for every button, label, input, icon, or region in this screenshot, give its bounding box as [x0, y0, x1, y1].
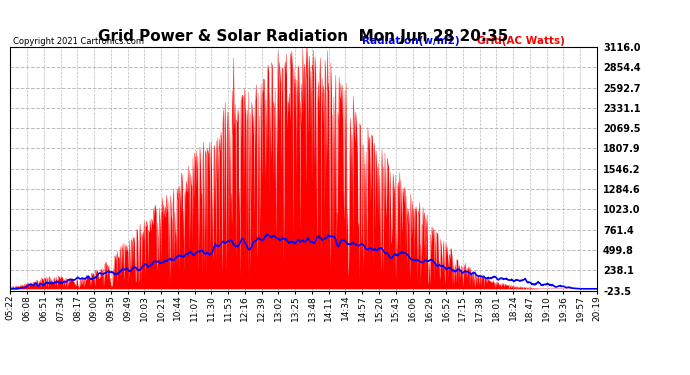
Text: Radiation(w/m2): Radiation(w/m2) [362, 36, 460, 46]
Text: Copyright 2021 Cartronics.com: Copyright 2021 Cartronics.com [13, 37, 144, 46]
Title: Grid Power & Solar Radiation  Mon Jun 28 20:35: Grid Power & Solar Radiation Mon Jun 28 … [99, 29, 509, 44]
Text: Grid(AC Watts): Grid(AC Watts) [477, 36, 564, 46]
